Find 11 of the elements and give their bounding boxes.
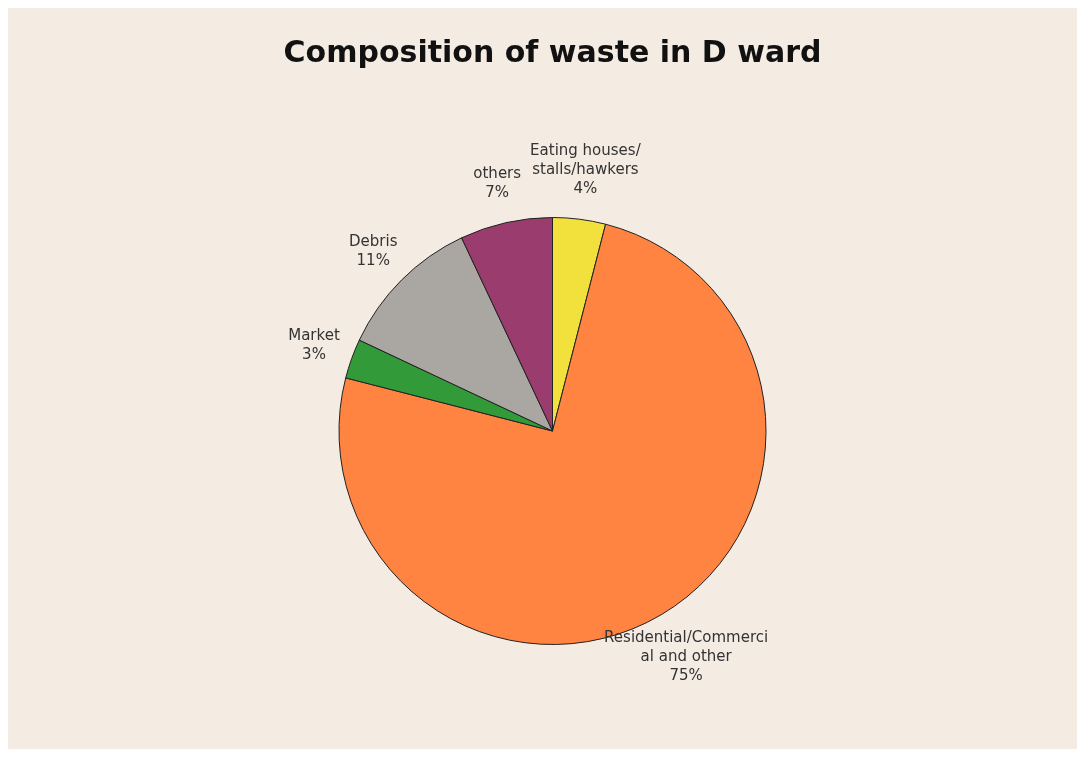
slice-label: Debris [349,232,398,251]
data-label: 3% [302,344,326,363]
data-label: 75% [669,665,703,684]
slice-label: Residential/Commercial and other [604,627,769,665]
data-label: 7% [485,183,510,201]
slice-label: Eating houses/ stalls/hawkers [530,141,642,179]
data-label: 4% [573,179,598,198]
chart-title: Composition of waste in D ward [283,33,822,69]
data-label: 11% [356,251,390,270]
slice-label: Market [288,325,340,344]
slice-label: others [473,164,522,182]
